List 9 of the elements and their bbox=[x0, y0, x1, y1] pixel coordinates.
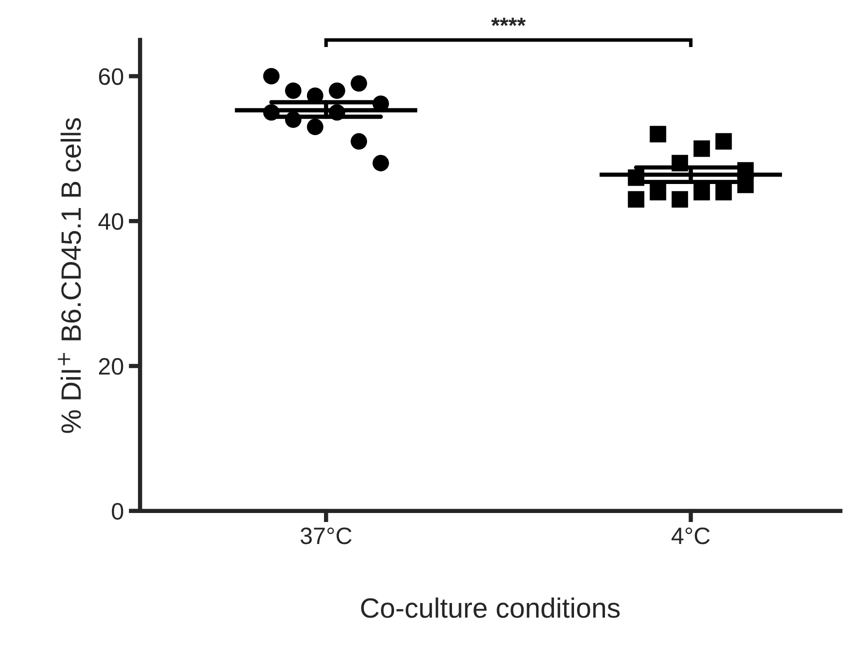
y-tick-label: 0 bbox=[112, 502, 124, 520]
x-tick-label: 4°C bbox=[672, 527, 710, 544]
text: **** bbox=[491, 18, 526, 26]
x-axis-title: Co-culture conditions bbox=[361, 597, 620, 618]
y-tick-label: 60 bbox=[99, 68, 124, 85]
y-axis-title: % DiI$^{+}$ B6.CD45.1 B cells bbox=[58, 118, 81, 433]
y-tick-label: 20 bbox=[99, 358, 124, 375]
y-tick-label: 40 bbox=[98, 213, 124, 230]
x-tick-label: 37°C bbox=[300, 527, 352, 544]
